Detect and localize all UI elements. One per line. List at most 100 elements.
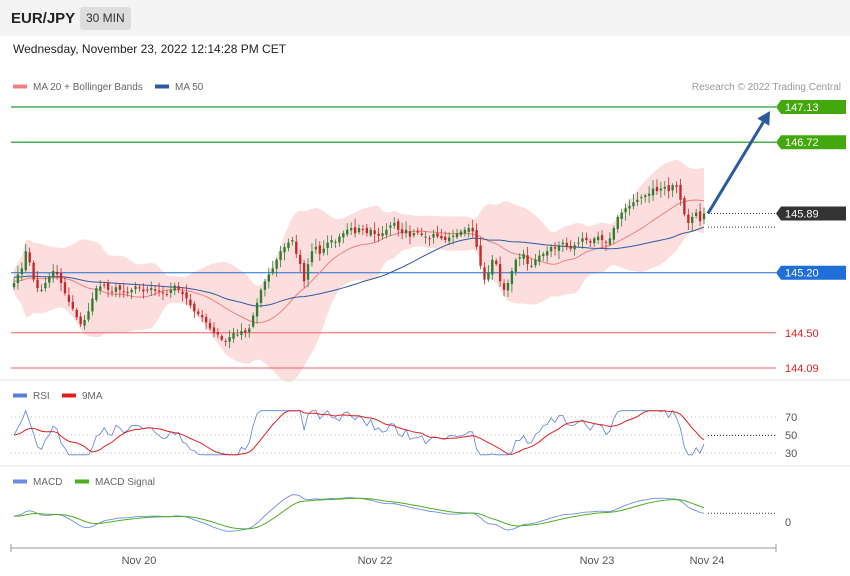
candle-body bbox=[87, 311, 90, 320]
candle-body bbox=[557, 245, 561, 251]
candle-body bbox=[338, 236, 341, 243]
candle-body bbox=[526, 255, 529, 265]
candle-body bbox=[251, 315, 255, 327]
legend-label-ma50: MA 50 bbox=[175, 82, 204, 93]
candle-body bbox=[636, 199, 639, 203]
candle-body bbox=[322, 248, 325, 253]
legend-swatch-ma20 bbox=[13, 84, 27, 89]
legend-label-rsi: RSI bbox=[33, 391, 50, 402]
candle-body bbox=[299, 254, 302, 265]
candle-body bbox=[91, 298, 94, 312]
candle-body bbox=[326, 242, 329, 249]
timeframe-badge[interactable]: 30 MIN bbox=[80, 7, 131, 30]
candle-body bbox=[687, 214, 690, 223]
candle-body bbox=[244, 330, 247, 333]
macd-line bbox=[13, 494, 705, 532]
candle-body bbox=[679, 184, 682, 200]
candle-body bbox=[114, 287, 118, 292]
candle-body bbox=[546, 251, 549, 256]
candle-body bbox=[216, 332, 220, 335]
candle-body bbox=[522, 253, 525, 259]
candle-body bbox=[126, 291, 129, 293]
candle-body bbox=[698, 211, 702, 222]
candle-body bbox=[32, 262, 35, 280]
candle-body bbox=[349, 228, 353, 231]
candle-body bbox=[48, 276, 51, 283]
candle-body bbox=[447, 237, 451, 242]
candle-body bbox=[424, 236, 427, 238]
candle-body bbox=[565, 242, 568, 247]
x-tick-label: Nov 23 bbox=[580, 555, 615, 567]
candle-body bbox=[459, 231, 463, 236]
candle-body bbox=[628, 205, 631, 209]
candle-body bbox=[201, 315, 204, 318]
candle-body bbox=[357, 228, 361, 233]
rsi-tick-label: 70 bbox=[785, 412, 797, 424]
candle-body bbox=[428, 238, 431, 240]
candle-body bbox=[287, 242, 290, 249]
candle-body bbox=[67, 295, 71, 302]
rsi-tick-label: 30 bbox=[785, 448, 797, 460]
candle-body bbox=[659, 188, 663, 191]
candle-body bbox=[122, 291, 125, 293]
candle-body bbox=[173, 285, 176, 291]
candle-body bbox=[620, 212, 623, 219]
candle-body bbox=[451, 235, 455, 237]
candle-body bbox=[397, 221, 400, 230]
candle-body bbox=[389, 225, 392, 228]
candle-body bbox=[377, 233, 380, 236]
candle-body bbox=[534, 259, 537, 266]
candle-body bbox=[616, 216, 619, 229]
datetime-label: Wednesday, November 23, 2022 12:14:28 PM… bbox=[13, 42, 287, 56]
candle-body bbox=[346, 229, 349, 235]
candle-body bbox=[589, 241, 592, 243]
candle-body bbox=[157, 290, 161, 292]
candle-body bbox=[55, 271, 59, 275]
rsi-line bbox=[13, 409, 705, 456]
candle-body bbox=[385, 229, 388, 235]
candle-body bbox=[267, 274, 271, 282]
candle-body bbox=[655, 186, 659, 192]
chart-header: EUR/JPY 30 MIN bbox=[0, 0, 850, 36]
candle-body bbox=[538, 255, 541, 262]
candle-body bbox=[228, 337, 231, 342]
legend-swatch-rsi-ma bbox=[62, 393, 76, 398]
symbol-label: EUR/JPY bbox=[11, 10, 76, 27]
candle-body bbox=[306, 264, 310, 280]
candle-body bbox=[28, 252, 31, 263]
candle-body bbox=[479, 245, 482, 266]
candle-body bbox=[530, 265, 533, 267]
candle-body bbox=[502, 283, 506, 290]
macd-signal-line bbox=[13, 497, 705, 530]
candle-body bbox=[165, 293, 169, 295]
candle-body bbox=[432, 234, 435, 238]
candle-body bbox=[573, 245, 576, 250]
candle-body bbox=[702, 213, 706, 220]
candle-body bbox=[197, 311, 200, 314]
candle-body bbox=[471, 227, 474, 232]
candle-body bbox=[518, 257, 521, 259]
resistance-tag bbox=[776, 135, 846, 150]
rsi-tick-label: 50 bbox=[785, 430, 797, 442]
candle-body bbox=[498, 264, 502, 282]
candle-body bbox=[404, 229, 408, 234]
candle-body bbox=[181, 291, 184, 295]
legend-label-macd: MACD bbox=[33, 477, 62, 488]
forecast-arrow bbox=[706, 120, 766, 215]
candle-body bbox=[240, 331, 243, 335]
support-label: 144.50 bbox=[785, 328, 819, 340]
candle-body bbox=[255, 302, 259, 317]
candle-body bbox=[279, 251, 282, 261]
candle-body bbox=[40, 289, 43, 291]
candle-body bbox=[632, 202, 635, 207]
pivot-tag bbox=[776, 265, 846, 280]
candle-body bbox=[353, 227, 357, 234]
candle-body bbox=[153, 289, 157, 291]
support-label: 144.09 bbox=[785, 363, 819, 375]
candle-body bbox=[694, 212, 698, 217]
legend-label-rsi-ma: 9MA bbox=[82, 391, 103, 402]
candle-body bbox=[102, 284, 106, 286]
x-tick-label: Nov 22 bbox=[358, 555, 393, 567]
candle-body bbox=[506, 283, 510, 291]
candle-body bbox=[467, 228, 470, 232]
